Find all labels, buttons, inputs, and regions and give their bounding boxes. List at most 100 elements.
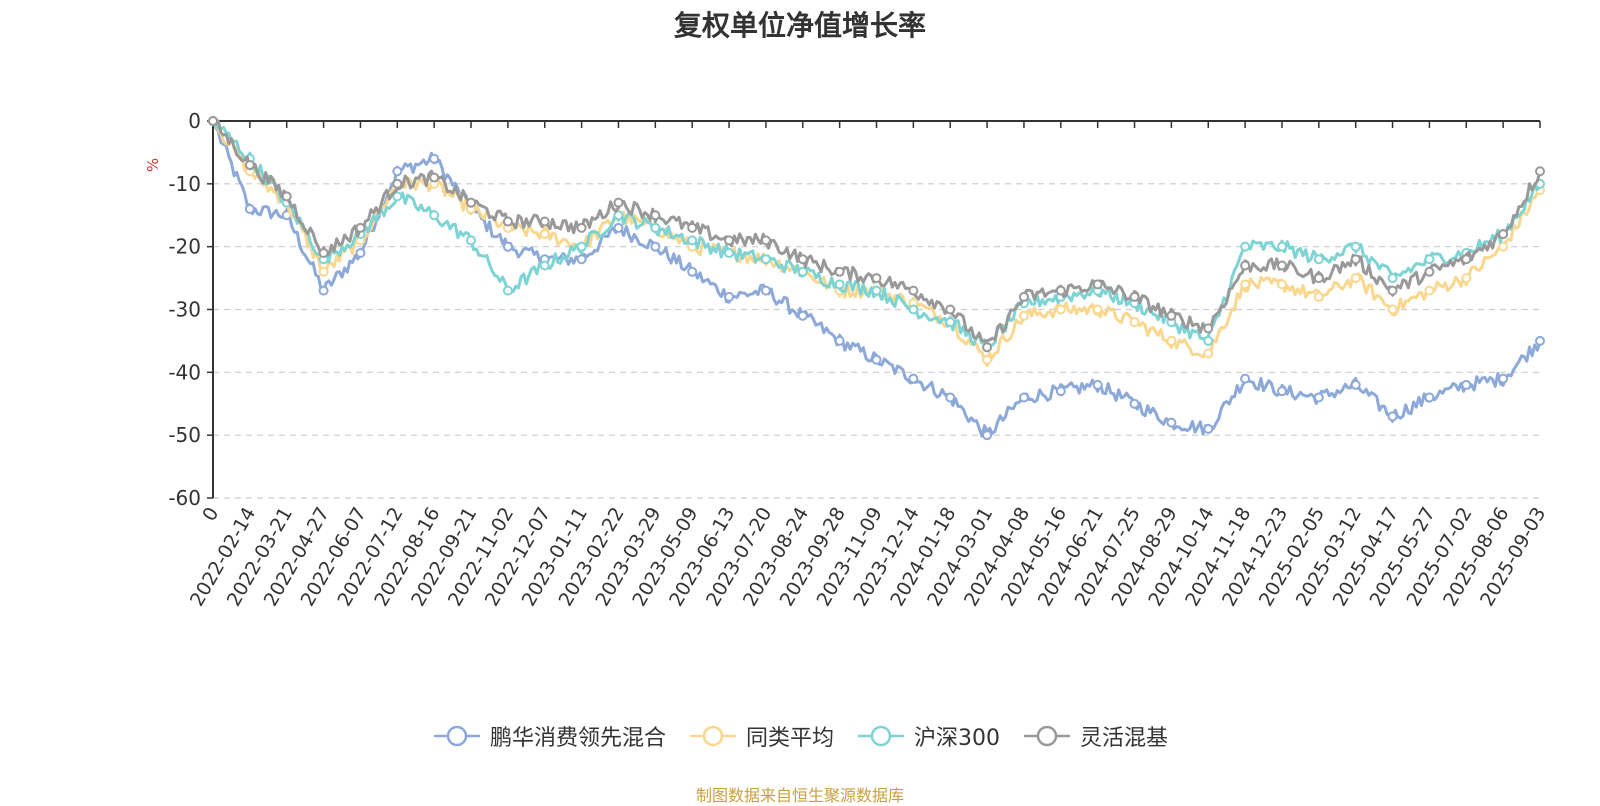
data-point [613, 222, 624, 233]
y-tick-label: -40 [168, 360, 201, 384]
data-point [1018, 392, 1029, 403]
legend-marker [702, 725, 724, 747]
data-point [244, 203, 255, 214]
y-tick-label: 0 [188, 109, 201, 133]
data-point [1461, 379, 1472, 390]
data-point [1461, 273, 1472, 284]
y-tick-label: -20 [168, 235, 201, 259]
legend-item[interactable]: 同类平均 [688, 720, 834, 752]
data-point [1092, 304, 1103, 315]
data-point [908, 285, 919, 296]
data-point [1535, 335, 1545, 346]
legend-marker [446, 725, 468, 747]
data-point [1313, 291, 1324, 302]
data-point [1166, 417, 1177, 428]
y-tick-label: -10 [168, 172, 201, 196]
data-point [392, 178, 403, 189]
legend-item[interactable]: 灵活混基 [1022, 720, 1168, 752]
data-point [1350, 273, 1361, 284]
data-point [466, 235, 477, 246]
data-point [1276, 241, 1287, 252]
data-point [392, 166, 403, 177]
data-point [576, 222, 587, 233]
data-point [945, 392, 956, 403]
x-tick-label: 0 [198, 504, 223, 525]
data-point [760, 285, 771, 296]
data-point [1276, 279, 1287, 290]
data-point [1240, 260, 1251, 271]
data-point [1129, 317, 1140, 328]
data-point [1313, 254, 1324, 265]
legend-marker [1036, 725, 1058, 747]
legend-line-circle-icon [433, 725, 480, 747]
legend-item[interactable]: 沪深300 [856, 720, 1000, 752]
data-point [502, 241, 513, 252]
data-point [1240, 241, 1251, 252]
data-point [1240, 279, 1251, 290]
data-point [466, 197, 477, 208]
data-point [945, 304, 956, 315]
data-point [318, 247, 329, 258]
axes: 0-10-20-30-40-50-6002022-02-142022-03-21… [168, 109, 1550, 610]
data-point [539, 260, 550, 271]
data-point [1240, 373, 1251, 384]
data-point [1461, 254, 1472, 265]
data-point [613, 210, 624, 221]
data-point [650, 210, 661, 221]
data-point [1018, 310, 1029, 321]
data-point [1166, 335, 1177, 346]
legend: 鹏华消费领先混合 同类平均 沪深300 灵活混基 [0, 720, 1600, 752]
data-point [355, 247, 366, 258]
legend-item[interactable]: 鹏华消费领先混合 [432, 720, 666, 752]
data-point [1535, 166, 1545, 177]
data-point [687, 235, 698, 246]
data-point [871, 273, 882, 284]
data-point [1313, 392, 1324, 403]
data-point [392, 191, 403, 202]
data-point [318, 285, 329, 296]
data-point [429, 153, 440, 164]
data-point [539, 216, 550, 227]
data-point [1055, 285, 1066, 296]
data-point [1166, 310, 1177, 321]
data-point [982, 342, 993, 353]
data-point [1092, 379, 1103, 390]
data-point [908, 304, 919, 315]
data-point [982, 430, 993, 441]
data-point [1203, 348, 1214, 359]
data-point [1018, 291, 1029, 302]
data-source-note: 制图数据来自恒生聚源数据库 [695, 786, 904, 805]
data-point [650, 241, 661, 252]
data-point [1203, 323, 1214, 334]
data-point [1313, 273, 1324, 284]
data-point [760, 235, 771, 246]
data-point [429, 210, 440, 221]
data-point [797, 310, 808, 321]
data-point [1203, 335, 1214, 346]
y-axis-unit-label: % [144, 158, 162, 172]
data-point [1387, 411, 1398, 422]
data-point [945, 317, 956, 328]
legend-label: 灵活混基 [1080, 726, 1169, 751]
data-point [318, 266, 329, 277]
series-line [211, 119, 1542, 343]
data-point [1203, 423, 1214, 434]
data-point [1424, 285, 1435, 296]
legend-marker [870, 725, 892, 747]
series-line [211, 120, 1542, 368]
data-point [1424, 266, 1435, 277]
y-tick-label: -30 [168, 298, 201, 322]
data-point [908, 373, 919, 384]
data-point [613, 197, 624, 208]
series-lines [208, 116, 1545, 441]
data-point [724, 247, 735, 258]
data-point [1055, 304, 1066, 315]
data-point [760, 254, 771, 265]
data-point [834, 279, 845, 290]
legend-label: 同类平均 [745, 726, 834, 751]
data-point [871, 354, 882, 365]
grid-lines [213, 183, 1540, 499]
data-point [982, 354, 993, 365]
data-point [1424, 392, 1435, 403]
